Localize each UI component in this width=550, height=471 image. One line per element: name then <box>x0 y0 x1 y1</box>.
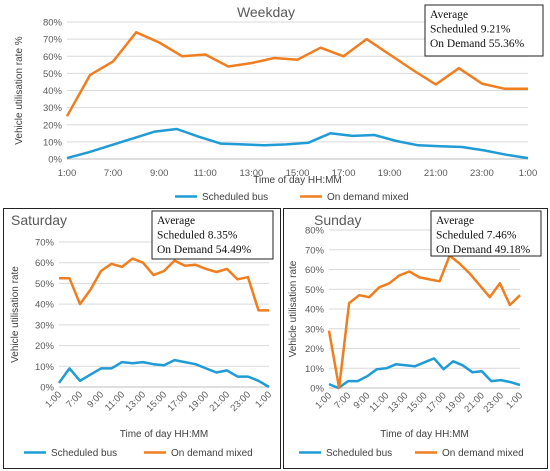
x-tick-label: 1:00 <box>519 168 538 179</box>
x-axis-label: Time of day HH:MM <box>380 429 469 440</box>
x-tick-label: 23:00 <box>470 168 494 179</box>
x-axis-label: Time of day HH:MM <box>253 175 342 186</box>
chart-svg: 0% 10% 20% 30% 40% 50% 60% 70% 1:00 7:00 9:0011:00… <box>10 210 274 459</box>
y-tick-label: 30% <box>43 103 63 114</box>
x-tick-label: 23:00 <box>481 390 506 415</box>
on-demand-series-line <box>65 31 528 117</box>
average-annotation-box <box>430 210 542 257</box>
x-tick-label: 1:00 <box>58 168 77 179</box>
annotation-text: Average <box>436 215 474 227</box>
x-tick-label: 17:00 <box>166 389 191 414</box>
x-tick-label: 17:00 <box>332 168 356 179</box>
y-tick-label: 50% <box>35 279 55 290</box>
average-annotation-box <box>424 4 544 57</box>
y-tick-label: 10% <box>43 137 63 148</box>
y-tick-label: 40% <box>305 305 325 316</box>
y-tick-label: 70% <box>35 238 55 249</box>
on-demand-series-line <box>59 257 269 312</box>
scheduled-bus-series-line <box>66 127 529 160</box>
chart-title: Saturday <box>11 212 67 228</box>
x-tick-label: 1:00 <box>504 390 525 411</box>
scheduled-bus-series-line <box>57 358 270 389</box>
legend-label: On demand mixed <box>327 192 409 203</box>
x-tick-label: 15:00 <box>405 390 430 415</box>
x-tick-label: 19:00 <box>378 168 402 179</box>
chart-title: Weekday <box>237 4 295 20</box>
x-tick-label: 21:00 <box>424 168 448 179</box>
x-tick-label: 13:00 <box>386 390 411 415</box>
y-tick-label: 30% <box>35 320 55 331</box>
x-tick-label: 19:00 <box>187 389 212 414</box>
y-tick-label: 80% <box>305 226 325 237</box>
x-tick-label: 11:00 <box>194 168 217 179</box>
y-axis-label: Vehicle utilisation rate <box>10 266 21 363</box>
y-tick-label: 60% <box>35 258 55 269</box>
y-tick-label: 20% <box>43 120 63 131</box>
y-tick-label: 40% <box>43 86 63 97</box>
annotation-text: On Demand 54.49% <box>157 244 252 256</box>
x-tick-label: 7:00 <box>64 389 85 410</box>
x-tick-label: 17:00 <box>424 390 449 415</box>
x-tick-label: 21:00 <box>462 390 487 415</box>
annotation-text: On Demand 49.18% <box>436 244 531 256</box>
saturday-chart-panel: 0% 10% 20% 30% 40% 50% 60% 70% 1:00 7:00 9:00 11:00… <box>3 208 281 469</box>
x-tick-label: 15:00 <box>145 389 170 414</box>
weekday-chart-panel: 0% 10% 20% 30% 40% 50% 60% 70% 80% 1:00 7:00 9:00 11… <box>0 0 550 206</box>
average-annotation-box <box>151 210 274 260</box>
x-axis-label: Time of day HH:MM <box>120 429 209 440</box>
x-tick-label: 9:00 <box>150 168 169 179</box>
y-tick-label: 0% <box>310 384 324 395</box>
y-tick-label: 10% <box>35 362 55 373</box>
legend-label: On demand mixed <box>442 448 524 459</box>
chart-svg: 0%10%20%30%40%50%60%70%80%1:007:009:0011… <box>288 210 542 459</box>
y-tick-label: 20% <box>35 341 55 352</box>
x-tick-label: 11:00 <box>103 389 127 413</box>
y-tick-label: 60% <box>43 52 63 63</box>
y-tick-label: 0% <box>40 383 54 394</box>
chart-svg: 0% 10% 20% 30% 40% 50% 60% 70% 80% 1:00 7:00 9:00 11… <box>14 4 544 203</box>
sunday-chart-panel: 0% 10% 20% 30% 40% 50% 60% 70% 80% 1:00 7:00 9:00 11… <box>283 208 548 469</box>
y-tick-label: 60% <box>305 265 325 276</box>
annotation-text: Average <box>157 215 195 227</box>
x-tick-label: 13:00 <box>240 168 264 179</box>
annotation-text: Average <box>430 9 468 21</box>
x-tick-label: 15:00 <box>286 168 310 179</box>
scheduled-bus-series-line <box>328 357 521 390</box>
legend-label: On demand mixed <box>171 448 253 459</box>
x-tick-label: 19:00 <box>443 390 468 415</box>
x-tick-label: 21:00 <box>208 389 233 414</box>
on-demand-series-line <box>327 254 521 390</box>
y-axis-label: Vehicle utilisation rate <box>288 260 299 357</box>
x-tick-label: 23:00 <box>229 389 254 414</box>
x-tick-label: 11:00 <box>367 390 391 414</box>
x-tick-label: 7:00 <box>332 390 353 411</box>
y-tick-label: 0% <box>48 155 62 166</box>
y-tick-label: 50% <box>43 69 63 80</box>
y-axis-label: Vehicle utilisation rate % <box>14 36 25 145</box>
legend-label: Scheduled bus <box>326 448 392 459</box>
y-tick-label: 70% <box>305 245 325 256</box>
y-tick-label: 30% <box>305 324 325 335</box>
annotation-text: Scheduled 7.46% <box>436 230 517 242</box>
chart-title: Sunday <box>314 212 361 228</box>
legend-label: Scheduled bus <box>202 192 268 203</box>
y-tick-label: 70% <box>43 35 63 46</box>
x-tick-label: 1:00 <box>253 389 274 410</box>
y-tick-label: 10% <box>305 364 325 375</box>
x-tick-label: 7:00 <box>104 168 123 179</box>
x-tick-label: 9:00 <box>85 389 106 410</box>
y-tick-label: 40% <box>35 300 55 311</box>
y-tick-label: 50% <box>305 285 325 296</box>
y-tick-label: 80% <box>43 18 63 29</box>
annotation-text: Scheduled 9.21% <box>430 24 511 36</box>
y-tick-label: 20% <box>305 344 325 355</box>
annotation-text: Scheduled 8.35% <box>157 230 238 242</box>
annotation-text: On Demand 55.36% <box>430 38 525 50</box>
legend-label: Scheduled bus <box>51 448 117 459</box>
x-tick-label: 13:00 <box>124 389 149 414</box>
